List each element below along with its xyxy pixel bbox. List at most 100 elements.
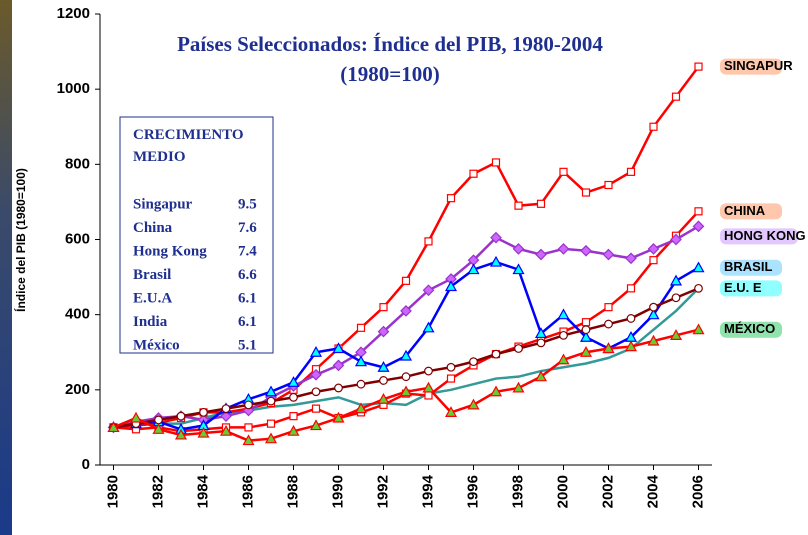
marker — [536, 250, 546, 260]
marker — [402, 373, 410, 381]
marker — [425, 392, 432, 399]
marker — [695, 208, 702, 215]
box-country: Hong Kong — [133, 243, 207, 259]
marker — [560, 332, 568, 340]
marker — [447, 363, 455, 371]
marker — [649, 244, 659, 254]
marker — [222, 405, 230, 413]
box-value: 7.6 — [238, 220, 257, 236]
marker — [559, 244, 569, 254]
marker — [695, 63, 702, 70]
marker — [313, 405, 320, 412]
marker — [358, 324, 365, 331]
marker — [469, 400, 479, 409]
marker — [673, 93, 680, 100]
marker — [356, 357, 366, 366]
marker — [650, 123, 657, 130]
marker — [493, 159, 500, 166]
x-tick-label: 2000 — [554, 475, 571, 508]
box-country: India — [133, 314, 168, 330]
y-tick-label: 1200 — [57, 5, 90, 22]
marker — [155, 416, 163, 424]
y-tick-label: 600 — [65, 230, 90, 247]
marker — [448, 375, 455, 382]
marker — [424, 323, 434, 332]
marker — [604, 250, 614, 260]
marker — [694, 325, 704, 334]
marker — [583, 319, 590, 326]
chart-title: Países Seleccionados: Índice del PIB, 19… — [177, 32, 603, 56]
marker — [560, 168, 567, 175]
box-country: Singapur — [133, 196, 193, 212]
marker — [312, 388, 320, 396]
box-value: 6.1 — [238, 290, 257, 306]
x-tick-label: 1986 — [239, 475, 256, 508]
x-tick-label: 1990 — [329, 475, 346, 508]
marker — [245, 424, 252, 431]
x-tick-label: 1982 — [149, 475, 166, 508]
x-tick-label: 1996 — [464, 475, 481, 508]
marker — [605, 304, 612, 311]
marker — [514, 244, 524, 254]
marker — [583, 189, 590, 196]
marker — [403, 277, 410, 284]
marker — [515, 345, 523, 353]
series-label: SINGAPUR — [724, 58, 793, 73]
x-tick-label: 1992 — [374, 475, 391, 508]
x-tick-label: 1994 — [419, 474, 436, 508]
marker — [470, 358, 478, 366]
marker — [268, 420, 275, 427]
x-tick-label: 1988 — [284, 475, 301, 508]
marker — [492, 350, 500, 358]
box-value: 9.5 — [238, 196, 257, 212]
series-label: HONG KONG — [724, 228, 806, 243]
marker — [626, 253, 636, 263]
chart: Países Seleccionados: Índice del PIB, 19… — [0, 0, 808, 535]
marker — [177, 412, 185, 420]
marker — [694, 221, 704, 231]
series-label: BRASIL — [724, 259, 772, 274]
marker — [650, 303, 658, 311]
marker — [425, 238, 432, 245]
marker — [628, 168, 635, 175]
marker — [628, 285, 635, 292]
y-tick-label: 0 — [82, 456, 90, 473]
marker — [559, 310, 569, 319]
series-label: CHINA — [724, 203, 766, 218]
marker — [581, 246, 591, 256]
marker — [131, 413, 141, 422]
box-country: E.U.A — [133, 290, 172, 306]
marker — [380, 377, 388, 385]
x-tick-label: 1980 — [104, 475, 121, 508]
y-tick-label: 800 — [65, 155, 90, 172]
marker — [380, 304, 387, 311]
marker — [335, 384, 343, 392]
marker — [672, 294, 680, 302]
marker — [605, 320, 613, 328]
marker — [537, 339, 545, 347]
box-value: 6.6 — [238, 267, 257, 283]
marker — [671, 276, 681, 285]
marker — [200, 409, 208, 417]
x-tick-label: 1998 — [509, 475, 526, 508]
box-value: 7.4 — [238, 243, 257, 259]
marker — [605, 182, 612, 189]
box-value: 5.1 — [238, 337, 257, 353]
box-country: México — [133, 337, 180, 353]
marker — [515, 202, 522, 209]
y-axis-label: Índice del PIB (1980=100) — [13, 168, 28, 312]
marker — [245, 401, 253, 409]
x-tick-label: 2002 — [599, 475, 616, 508]
marker — [627, 315, 635, 323]
marker — [695, 285, 703, 293]
series-label: E.U. E — [724, 280, 762, 295]
marker — [470, 170, 477, 177]
box-value: 6.1 — [238, 314, 257, 330]
side-photo — [0, 0, 12, 535]
marker — [538, 200, 545, 207]
marker — [694, 263, 704, 272]
box-country: Brasil — [133, 267, 171, 283]
marker — [448, 195, 455, 202]
box-country: China — [133, 220, 173, 236]
y-tick-label: 400 — [65, 306, 90, 323]
